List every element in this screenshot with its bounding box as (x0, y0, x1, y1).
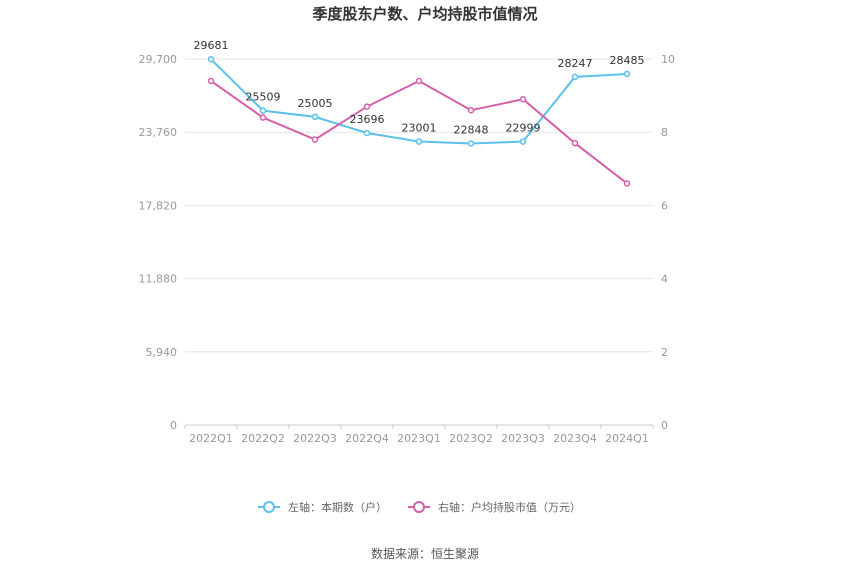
x-tick-label: 2023Q4 (553, 432, 597, 445)
x-tick-label: 2022Q4 (345, 432, 389, 445)
data-point[interactable] (519, 138, 527, 145)
data-point[interactable] (415, 77, 423, 85)
right-tick-label: 8 (661, 126, 668, 139)
data-label: 22848 (454, 123, 489, 136)
data-point[interactable] (363, 129, 371, 137)
source-note: 数据来源：恒生聚源 (371, 546, 479, 561)
data-point[interactable] (207, 55, 215, 63)
data-label: 28485 (610, 54, 645, 67)
x-tick-label: 2023Q3 (501, 432, 545, 445)
data-point[interactable] (467, 140, 475, 147)
x-tick-label: 2022Q1 (189, 432, 233, 445)
data-label: 22999 (506, 122, 541, 135)
right-tick-label: 6 (661, 199, 668, 212)
data-point[interactable] (259, 114, 267, 121)
x-axis-ticks: 2022Q1 2022Q2 2022Q3 2022Q4 2023Q1 2023Q2 2023… (184, 425, 654, 445)
left-tick-label: 17,820 (139, 199, 178, 212)
data-labels: 29681 25509 25005 23696 23001 22848 22999 28247… (194, 39, 645, 136)
data-point[interactable] (415, 138, 423, 145)
data-point[interactable] (207, 77, 215, 85)
data-point[interactable] (623, 70, 631, 78)
data-point[interactable] (311, 113, 319, 121)
legend[interactable]: 左轴：本期数（户） 右轴：户均持股市值（万元） (258, 500, 581, 514)
data-label: 23696 (350, 113, 385, 126)
right-tick-label: 10 (661, 53, 675, 66)
data-label: 29681 (194, 39, 229, 52)
right-axis-ticks: 0 2 4 6 8 10 (661, 53, 675, 432)
x-tick-label: 2024Q1 (605, 432, 649, 445)
data-label: 25509 (246, 91, 281, 104)
data-point[interactable] (623, 180, 631, 187)
right-tick-label: 0 (661, 419, 668, 432)
data-point[interactable] (311, 136, 319, 143)
left-axis-ticks: 0 5,940 11,880 17,820 23,760 29,700 (139, 53, 178, 432)
data-point[interactable] (571, 139, 579, 147)
legend-label[interactable]: 右轴：户均持股市值（万元） (438, 500, 581, 514)
data-point[interactable] (571, 73, 579, 81)
left-tick-label: 0 (170, 419, 177, 432)
left-tick-label: 11,880 (139, 273, 178, 286)
data-label: 28247 (558, 57, 593, 70)
x-tick-label: 2023Q1 (397, 432, 441, 445)
x-tick-label: 2022Q3 (293, 432, 337, 445)
right-tick-label: 2 (661, 346, 668, 359)
data-point[interactable] (363, 103, 371, 110)
left-tick-label: 23,760 (139, 126, 178, 139)
left-tick-label: 29,700 (139, 53, 178, 66)
data-label: 23001 (402, 122, 437, 135)
data-point[interactable] (467, 106, 475, 114)
x-tick-label: 2022Q2 (241, 432, 285, 445)
legend-marker (263, 501, 275, 513)
legend-marker (413, 501, 425, 513)
right-tick-label: 4 (661, 273, 668, 286)
left-tick-label: 5,940 (146, 346, 178, 359)
data-label: 25005 (298, 97, 333, 110)
legend-label[interactable]: 左轴：本期数（户） (288, 500, 387, 514)
x-tick-label: 2023Q2 (449, 432, 493, 445)
grid-lines (185, 58, 653, 426)
chart-title: 季度股东户数、户均持股市值情况 (312, 5, 537, 23)
series-lines (207, 55, 631, 187)
data-point[interactable] (519, 96, 527, 103)
data-point[interactable] (259, 107, 267, 114)
